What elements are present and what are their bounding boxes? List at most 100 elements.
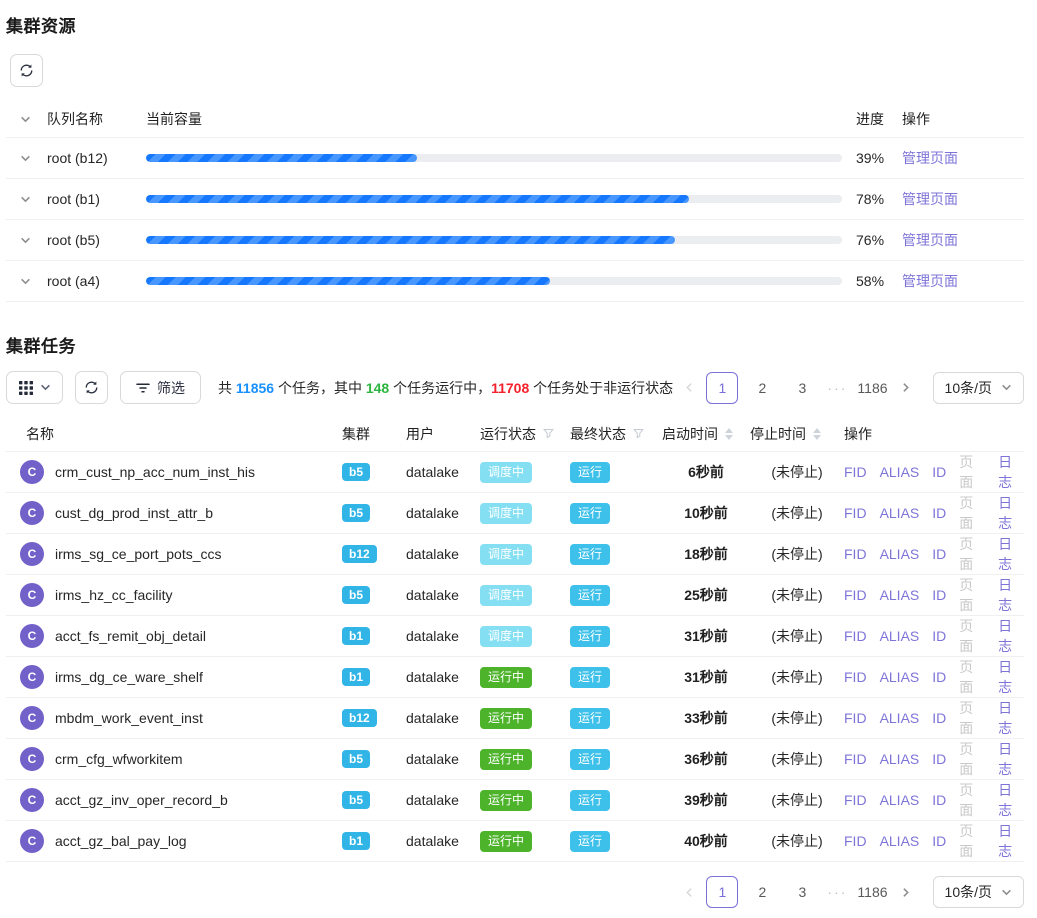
op-id-link[interactable]: ID (932, 587, 947, 603)
op-fid-link[interactable]: FID (844, 505, 867, 521)
op-fid-link[interactable]: FID (844, 546, 867, 562)
op-fid-link[interactable]: FID (844, 710, 867, 726)
queue-manage-link[interactable]: 管理页面 (902, 273, 958, 289)
sort-carets-icon[interactable] (813, 427, 821, 440)
next-page-button[interactable] (893, 887, 919, 898)
op-alias-link[interactable]: ALIAS (879, 751, 920, 767)
column-settings-button[interactable] (6, 371, 63, 404)
capacity-header: 当前容量 (146, 111, 202, 127)
cluster-badge: b5 (342, 504, 371, 522)
prev-page-button[interactable] (676, 382, 702, 393)
op-log-link[interactable]: 日志 (998, 700, 1013, 736)
op-alias-link[interactable]: ALIAS (879, 464, 920, 480)
op-log-link[interactable]: 日志 (998, 495, 1013, 531)
tasks-refresh-button[interactable] (75, 371, 108, 404)
op-id-link[interactable]: ID (932, 669, 947, 685)
queue-table: 队列名称 当前容量 进度 操作 root (b12) 39% 管理页面 root… (6, 101, 1024, 302)
op-fid-link[interactable]: FID (844, 628, 867, 644)
page-size-select[interactable]: 10条/页 (932, 371, 1024, 404)
page-button-last[interactable]: 1186 (857, 379, 888, 396)
cluster-badge: b1 (342, 627, 371, 645)
op-log-link[interactable]: 日志 (998, 536, 1013, 572)
task-stop-time: (未停止) (771, 546, 823, 562)
queue-expand-icon[interactable] (20, 276, 40, 287)
op-alias-link[interactable]: ALIAS (879, 833, 920, 849)
filter-funnel-icon[interactable] (543, 428, 554, 439)
op-alias-link[interactable]: ALIAS (879, 710, 920, 726)
queue-expand-icon[interactable] (20, 153, 40, 164)
queue-progress-value: 78% (856, 191, 885, 207)
op-fid-link[interactable]: FID (844, 669, 867, 685)
collapse-all-icon[interactable] (20, 114, 40, 125)
page-size-select[interactable]: 10条/页 (932, 876, 1024, 908)
page-jump-ellipsis[interactable]: ··· (827, 379, 848, 396)
op-id-link[interactable]: ID (932, 751, 947, 767)
op-fid-link[interactable]: FID (844, 751, 867, 767)
task-start-time: 39秒前 (684, 792, 728, 808)
op-log-link[interactable]: 日志 (998, 618, 1013, 654)
cluster-badge: b1 (342, 668, 371, 686)
op-id-link[interactable]: ID (932, 792, 947, 808)
op-alias-link[interactable]: ALIAS (879, 505, 920, 521)
op-id-link[interactable]: ID (932, 464, 947, 480)
op-alias-link[interactable]: ALIAS (879, 792, 920, 808)
op-fid-link[interactable]: FID (844, 833, 867, 849)
op-fid-link[interactable]: FID (844, 792, 867, 808)
op-alias-link[interactable]: ALIAS (879, 628, 920, 644)
page-button-1[interactable]: 1 (706, 876, 739, 908)
op-fid-link[interactable]: FID (844, 587, 867, 603)
prev-page-button[interactable] (676, 887, 702, 898)
task-row: C irms_sg_ce_port_pots_ccs b12 datalake … (6, 534, 1024, 575)
queue-table-header: 队列名称 当前容量 进度 操作 (6, 101, 1024, 138)
filter-button[interactable]: 筛选 (120, 371, 201, 404)
sort-carets-icon[interactable] (725, 427, 733, 440)
run-status-tag: 调度中 (480, 543, 533, 565)
queue-name-header: 队列名称 (47, 111, 103, 127)
queue-expand-icon[interactable] (20, 235, 40, 246)
op-log-link[interactable]: 日志 (998, 454, 1013, 490)
queue-table-body: root (b12) 39% 管理页面 root (b1) 78% 管理页面 r… (6, 138, 1024, 302)
page-button-3[interactable]: 3 (798, 379, 807, 396)
op-alias-link[interactable]: ALIAS (879, 546, 920, 562)
queue-row: root (b12) 39% 管理页面 (6, 138, 1024, 179)
op-alias-link[interactable]: ALIAS (879, 587, 920, 603)
run-status-tag: 运行中 (480, 707, 533, 729)
op-log-link[interactable]: 日志 (998, 577, 1013, 613)
task-start-time: 10秒前 (684, 505, 728, 521)
task-name: irms_hz_cc_facility (55, 587, 173, 603)
page-button-1[interactable]: 1 (706, 371, 739, 404)
task-avatar: C (20, 542, 44, 566)
op-id-link[interactable]: ID (932, 833, 947, 849)
chevron-down-icon (1001, 887, 1012, 898)
op-log-link[interactable]: 日志 (998, 823, 1013, 859)
queue-expand-icon[interactable] (20, 194, 40, 205)
filter-funnel-icon[interactable] (633, 428, 644, 439)
resources-refresh-button[interactable] (10, 54, 43, 87)
cluster-badge: b5 (342, 463, 371, 481)
page-jump-ellipsis[interactable]: ··· (827, 884, 848, 900)
op-log-link[interactable]: 日志 (998, 782, 1013, 818)
op-id-link[interactable]: ID (932, 628, 947, 644)
page-button-2[interactable]: 2 (758, 884, 767, 900)
queue-manage-link[interactable]: 管理页面 (902, 150, 958, 166)
page-button-3[interactable]: 3 (798, 884, 807, 900)
page-button-last[interactable]: 1186 (857, 884, 888, 900)
run-status-tag: 调度中 (480, 502, 533, 524)
queue-capacity-bar (146, 154, 856, 162)
op-alias-link[interactable]: ALIAS (879, 669, 920, 685)
op-page-link: 页面 (959, 577, 974, 613)
op-log-link[interactable]: 日志 (998, 741, 1013, 777)
queue-manage-link[interactable]: 管理页面 (902, 191, 958, 207)
op-log-link[interactable]: 日志 (998, 659, 1013, 695)
op-id-link[interactable]: ID (932, 505, 947, 521)
op-id-link[interactable]: ID (932, 710, 947, 726)
task-stop-time: (未停止) (771, 628, 823, 644)
op-fid-link[interactable]: FID (844, 464, 867, 480)
page-button-2[interactable]: 2 (758, 379, 767, 396)
task-user: datalake (406, 628, 459, 644)
next-page-button[interactable] (893, 382, 919, 393)
op-id-link[interactable]: ID (932, 546, 947, 562)
run-status-tag: 运行中 (480, 830, 533, 852)
queue-manage-link[interactable]: 管理页面 (902, 232, 958, 248)
queue-name: root (b1) (47, 191, 100, 207)
